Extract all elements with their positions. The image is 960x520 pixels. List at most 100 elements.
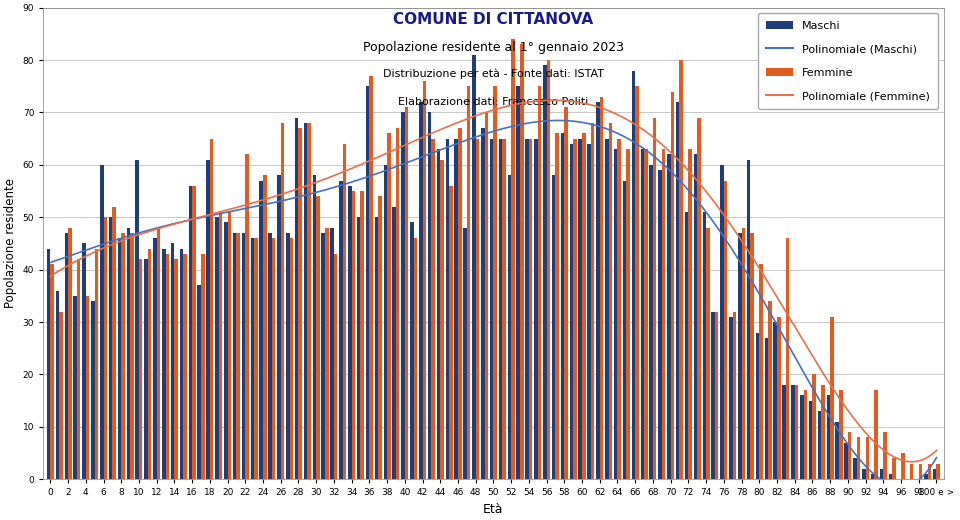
Bar bbox=[219, 212, 223, 479]
Text: Popolazione residente al 1° gennaio 2023: Popolazione residente al 1° gennaio 2023 bbox=[363, 41, 624, 54]
Y-axis label: Popolazione residente: Popolazione residente bbox=[4, 178, 17, 308]
Bar bbox=[154, 238, 156, 479]
Bar bbox=[85, 296, 89, 479]
Bar bbox=[77, 259, 81, 479]
Bar bbox=[573, 139, 577, 479]
Bar bbox=[183, 254, 187, 479]
Bar bbox=[316, 197, 320, 479]
Bar bbox=[800, 395, 804, 479]
Bar bbox=[472, 55, 476, 479]
Bar bbox=[738, 233, 741, 479]
Bar bbox=[210, 139, 213, 479]
Bar bbox=[821, 385, 825, 479]
Bar bbox=[871, 474, 875, 479]
Bar bbox=[144, 259, 148, 479]
Bar bbox=[600, 97, 603, 479]
Bar bbox=[525, 139, 529, 479]
Polinomiale (Maschi) bbox=[44, 259, 56, 266]
Bar bbox=[83, 243, 85, 479]
Bar bbox=[393, 207, 396, 479]
Bar bbox=[445, 139, 449, 479]
Bar bbox=[582, 134, 586, 479]
Bar bbox=[233, 233, 236, 479]
Bar bbox=[156, 228, 160, 479]
Bar bbox=[476, 139, 479, 479]
Bar bbox=[538, 86, 541, 479]
Bar bbox=[774, 322, 777, 479]
Bar bbox=[366, 86, 370, 479]
Bar bbox=[605, 139, 609, 479]
Bar bbox=[684, 212, 688, 479]
Bar bbox=[139, 259, 142, 479]
Polinomiale (Femmine) bbox=[913, 458, 924, 464]
Bar bbox=[263, 175, 267, 479]
Bar bbox=[688, 149, 692, 479]
Bar bbox=[830, 317, 833, 479]
Bar bbox=[73, 296, 77, 479]
Bar bbox=[378, 197, 382, 479]
Bar bbox=[879, 469, 883, 479]
Bar bbox=[348, 186, 351, 479]
Bar bbox=[410, 223, 414, 479]
Bar bbox=[564, 107, 568, 479]
Bar bbox=[91, 301, 95, 479]
Bar bbox=[933, 469, 936, 479]
Bar bbox=[764, 338, 768, 479]
Bar bbox=[853, 458, 856, 479]
Bar bbox=[162, 249, 165, 479]
Bar bbox=[720, 165, 724, 479]
Bar bbox=[419, 102, 422, 479]
Bar bbox=[614, 149, 617, 479]
Bar bbox=[591, 123, 594, 479]
Bar bbox=[516, 86, 520, 479]
Bar bbox=[732, 311, 736, 479]
Bar bbox=[325, 228, 328, 479]
Bar bbox=[277, 175, 280, 479]
Bar bbox=[804, 390, 807, 479]
Bar bbox=[206, 160, 210, 479]
Polinomiale (Femmine) bbox=[773, 296, 784, 303]
Bar bbox=[856, 437, 860, 479]
Bar bbox=[596, 102, 600, 479]
Bar bbox=[280, 123, 284, 479]
Bar bbox=[458, 128, 462, 479]
Bar bbox=[481, 128, 485, 479]
Bar bbox=[100, 165, 104, 479]
Bar bbox=[493, 86, 497, 479]
Bar bbox=[936, 463, 940, 479]
Bar bbox=[901, 453, 904, 479]
Bar bbox=[499, 139, 502, 479]
Bar bbox=[756, 332, 759, 479]
Bar bbox=[782, 385, 786, 479]
Bar bbox=[422, 81, 426, 479]
Bar bbox=[741, 228, 745, 479]
Bar bbox=[449, 186, 453, 479]
Bar bbox=[730, 317, 732, 479]
Text: Elaborazione dati: Francesco Politi: Elaborazione dati: Francesco Politi bbox=[398, 97, 588, 107]
Bar bbox=[431, 139, 435, 479]
Bar bbox=[697, 118, 701, 479]
Bar bbox=[502, 139, 506, 479]
Bar bbox=[747, 160, 751, 479]
Bar bbox=[251, 238, 254, 479]
Bar bbox=[569, 144, 573, 479]
Bar bbox=[60, 311, 62, 479]
Bar bbox=[236, 233, 240, 479]
Bar bbox=[889, 474, 892, 479]
Bar bbox=[396, 128, 399, 479]
Bar bbox=[786, 238, 789, 479]
Polinomiale (Femmine) bbox=[906, 459, 918, 465]
Bar bbox=[299, 128, 302, 479]
Bar bbox=[357, 217, 361, 479]
Bar bbox=[809, 400, 812, 479]
Bar bbox=[818, 411, 821, 479]
Bar bbox=[201, 254, 204, 479]
Bar bbox=[671, 92, 674, 479]
Bar bbox=[659, 170, 661, 479]
Bar bbox=[387, 134, 391, 479]
Bar bbox=[330, 228, 334, 479]
Bar bbox=[148, 249, 152, 479]
Bar bbox=[198, 285, 201, 479]
Bar bbox=[649, 165, 653, 479]
Bar bbox=[118, 238, 121, 479]
